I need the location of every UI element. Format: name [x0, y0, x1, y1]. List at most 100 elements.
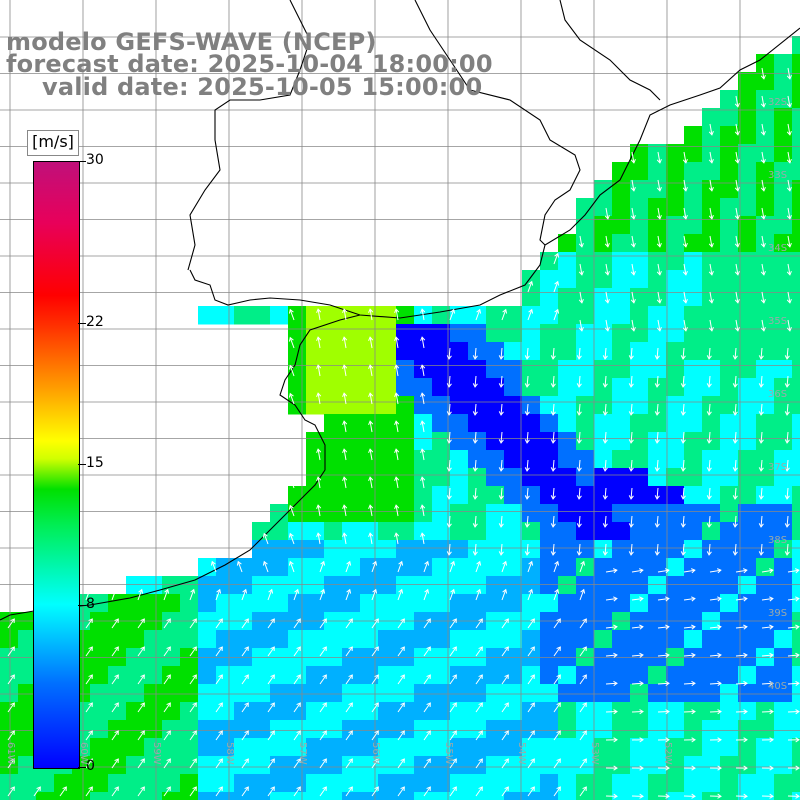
wind-speed-cell: [432, 594, 451, 613]
wind-speed-cell: [432, 576, 451, 595]
wind-speed-cell: [504, 738, 523, 757]
wind-arrow: [602, 375, 608, 388]
wind-arrow: [241, 618, 249, 629]
wind-arrow: [394, 420, 400, 433]
wind-arrow: [288, 532, 295, 545]
wind-arrow: [602, 543, 608, 556]
wind-speed-cell: [594, 540, 613, 559]
wind-arrow: [472, 431, 478, 444]
wind-speed-cell: [432, 450, 451, 469]
wind-arrow: [553, 786, 561, 797]
wind-arrow: [708, 263, 714, 276]
wind-speed-cell: [576, 738, 595, 757]
wind-arrow: [371, 730, 379, 741]
wind-speed-cell: [306, 504, 325, 523]
wind-speed-cell: [306, 774, 325, 793]
wind-speed-cell: [612, 468, 631, 487]
wind-speed-cell: [360, 432, 379, 451]
wind-speed-cell: [486, 540, 505, 559]
wind-speed-cell: [288, 666, 307, 685]
wind-speed-cell: [0, 702, 19, 721]
wind-arrow: [524, 347, 530, 360]
wind-speed-cell: [684, 630, 703, 649]
wind-speed-cell: [540, 630, 559, 649]
wind-speed-cell: [450, 342, 469, 361]
wind-arrow: [397, 560, 404, 573]
wind-speed-cell: [558, 270, 577, 289]
wind-arrow: [553, 730, 561, 741]
wind-speed-cell: [738, 324, 757, 343]
wind-speed-cell: [378, 594, 397, 613]
wind-speed-cell: [468, 576, 487, 595]
wind-speed-cell: [702, 108, 721, 127]
wind-speed-cell: [468, 342, 487, 361]
wind-arrow: [787, 680, 800, 687]
wind-arrow: [654, 515, 660, 528]
wind-speed-cell: [612, 540, 631, 559]
wind-speed-cell: [738, 234, 757, 253]
wind-arrow: [472, 459, 478, 472]
wind-speed-cell: [270, 594, 289, 613]
wind-speed-cell: [486, 378, 505, 397]
wind-speed-cell: [432, 540, 451, 559]
wind-speed-cell: [414, 576, 433, 595]
wind-arrow: [735, 624, 748, 630]
wind-arrow: [475, 308, 482, 321]
title-model: modelo GEFS-WAVE (NCEP): [6, 28, 377, 56]
wind-speed-cell: [792, 72, 800, 91]
wind-speed-cell: [792, 522, 800, 541]
wind-speed-cell: [234, 702, 253, 721]
wind-speed-cell: [108, 792, 127, 800]
wind-arrow: [734, 235, 740, 248]
wind-arrow: [630, 263, 636, 276]
wind-arrow: [760, 95, 766, 108]
wind-speed-cell: [558, 342, 577, 361]
wind-speed-cell: [504, 342, 523, 361]
wind-speed-cell: [90, 702, 109, 721]
wind-arrow: [316, 308, 322, 321]
wind-arrow: [787, 765, 800, 771]
wind-speed-cell: [666, 540, 685, 559]
wind-arrow: [761, 793, 774, 799]
wind-speed-cell: [504, 306, 523, 325]
wind-arrow: [449, 674, 457, 685]
wind-arrow: [7, 702, 15, 713]
wind-arrow: [189, 758, 197, 769]
wind-speed-cell: [522, 378, 541, 397]
wind-speed-cell: [360, 396, 379, 415]
wind-speed-cell: [576, 684, 595, 703]
wind-arrow: [475, 646, 483, 657]
wind-speed-cell: [396, 450, 415, 469]
wind-speed-cell: [108, 702, 127, 721]
wind-speed-cell: [432, 486, 451, 505]
wind-arrow: [371, 702, 379, 713]
wind-speed-cell: [504, 378, 523, 397]
wind-speed-cell: [702, 126, 721, 145]
wind-arrow: [734, 151, 740, 164]
wind-speed-cell: [738, 396, 757, 415]
wind-speed-cell: [702, 702, 721, 721]
wind-speed-cell: [234, 720, 253, 739]
wind-arrow: [236, 560, 243, 573]
wind-arrow: [397, 786, 405, 797]
wind-speed-cell: [180, 756, 199, 775]
wind-arrow: [786, 291, 792, 304]
wind-speed-cell: [252, 594, 271, 613]
wind-arrow: [709, 765, 722, 771]
wind-speed-cell: [450, 684, 469, 703]
wind-arrow: [787, 624, 800, 630]
wind-speed-cell: [720, 162, 739, 181]
wind-speed-cell: [324, 720, 343, 739]
wind-speed-cell: [684, 738, 703, 757]
wind-speed-cell: [126, 684, 145, 703]
wind-arrow: [578, 263, 584, 276]
wind-speed-cell: [378, 576, 397, 595]
wind-arrow: [137, 702, 145, 713]
wind-arrow: [288, 476, 295, 489]
wind-speed-cell: [342, 504, 361, 523]
wind-arrow: [657, 680, 670, 687]
wind-arrow: [316, 420, 322, 433]
wind-arrow: [602, 347, 608, 360]
wind-speed-cell: [756, 702, 775, 721]
wind-speed-cell: [270, 540, 289, 559]
